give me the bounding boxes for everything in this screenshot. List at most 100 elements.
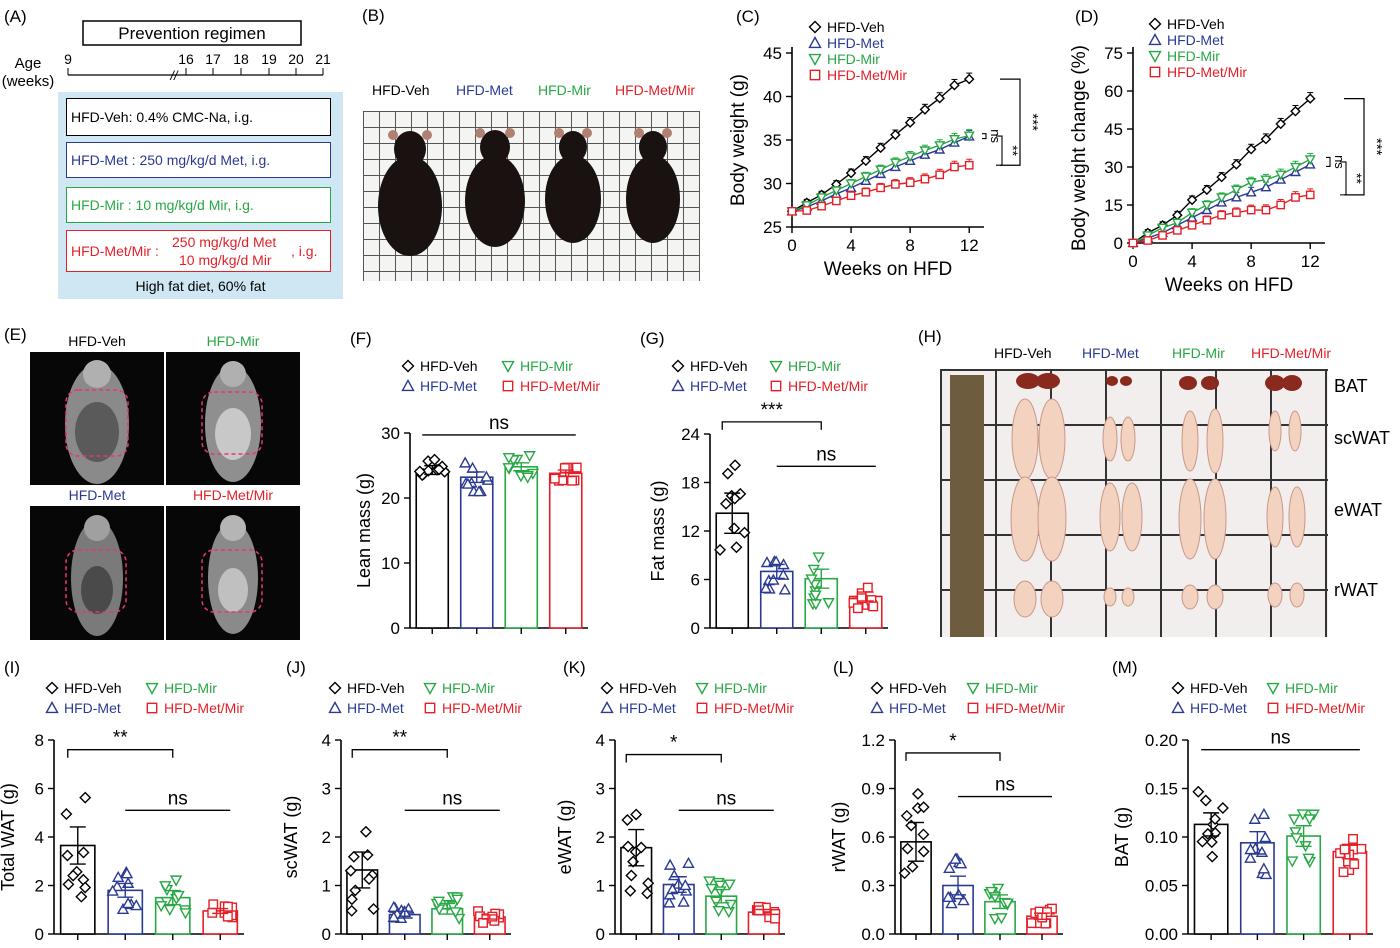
legend-entry: HFD-Mir bbox=[985, 680, 1038, 696]
legend-entry: HFD-Mir bbox=[520, 358, 573, 374]
legend-entry: HFD-Veh bbox=[690, 358, 748, 374]
legend-marker bbox=[695, 682, 709, 695]
data-point bbox=[502, 453, 516, 465]
data-point bbox=[862, 582, 873, 593]
x-tick-label: 0 bbox=[787, 236, 796, 255]
data-point bbox=[904, 117, 916, 128]
legend-entry: HFD-Mir bbox=[714, 680, 767, 696]
data-point bbox=[571, 462, 582, 473]
y-tick-label: 4 bbox=[596, 731, 605, 750]
data-point bbox=[1275, 118, 1286, 130]
data-point bbox=[111, 880, 124, 892]
y-tick-label: 0 bbox=[1114, 234, 1123, 253]
data-point bbox=[679, 878, 692, 891]
data-point bbox=[1245, 186, 1257, 197]
legend-entry: HFD-Mir bbox=[164, 680, 217, 696]
data-point bbox=[163, 904, 176, 917]
data-point bbox=[917, 845, 930, 858]
data-point bbox=[67, 869, 80, 882]
data-point bbox=[625, 869, 638, 882]
data-point bbox=[458, 456, 472, 468]
sig-label: ** bbox=[1349, 173, 1365, 184]
regimen-panel: HFD-Veh: 0.4% CMC-Na, i.g. HFD-Met : 250… bbox=[58, 92, 343, 299]
bar-chart-K: 0 1 2 3 4 eWAT (g) HFD-Veh HFD-Met HFD-Mir HFD-Me… bbox=[555, 680, 794, 944]
data-point bbox=[714, 886, 727, 898]
panel-label: (I) bbox=[4, 658, 20, 677]
sig-bracket bbox=[1000, 78, 1021, 166]
photo-group-labels-b: HFD-Veh HFD-Met HFD-Mir HFD-Met/Mir bbox=[362, 82, 712, 102]
regimen-metmir-route: , i.g. bbox=[291, 243, 318, 259]
data-point bbox=[172, 890, 185, 903]
data-point bbox=[1338, 867, 1349, 878]
data-point bbox=[1186, 194, 1198, 206]
data-point bbox=[805, 574, 818, 586]
regimen-met-text: HFD-Met : 250 mg/kg/d Met, i.g. bbox=[71, 152, 271, 168]
data-point bbox=[1348, 833, 1358, 844]
sig-label: ** bbox=[392, 728, 407, 749]
data-point bbox=[963, 73, 975, 85]
legend-marker bbox=[1149, 66, 1161, 78]
data-point bbox=[860, 155, 872, 167]
mri-image-metmir bbox=[166, 506, 300, 640]
data-point bbox=[890, 129, 901, 141]
y-tick-label: 0 bbox=[596, 925, 605, 944]
data-point bbox=[62, 878, 75, 891]
tissue-label-rwat: rWAT bbox=[1334, 580, 1378, 600]
y-axis-label: rWAT (g) bbox=[829, 802, 849, 873]
data-point bbox=[1216, 171, 1227, 183]
y-tick-label: 30 bbox=[381, 424, 400, 443]
data-point bbox=[949, 852, 962, 864]
legend-entry: HFD-Met bbox=[347, 700, 404, 716]
legend-entry: HFD-Mir bbox=[827, 51, 880, 67]
age-ticks: 9 16 17 18 19 20 21 bbox=[64, 51, 331, 75]
data-point bbox=[1302, 853, 1315, 865]
data-point bbox=[663, 858, 677, 870]
sig-label: ** bbox=[113, 728, 128, 749]
legend-marker bbox=[770, 380, 782, 392]
y-axis-label: eWAT (g) bbox=[555, 800, 575, 875]
sig-label: ns bbox=[995, 775, 1015, 796]
sig-bracket bbox=[1326, 156, 1331, 168]
legend-marker bbox=[424, 702, 436, 714]
y-axis-label: Total WAT (g) bbox=[0, 783, 18, 891]
data-point bbox=[1289, 827, 1302, 839]
legend-marker bbox=[45, 681, 59, 695]
data-point bbox=[446, 901, 459, 913]
y-tick-label: 0.0 bbox=[861, 925, 885, 944]
data-point bbox=[345, 893, 358, 906]
tissue-group-metmir: HFD-Met/Mir bbox=[1251, 345, 1332, 361]
legend-marker bbox=[671, 379, 685, 392]
data-point bbox=[891, 180, 900, 189]
data-point bbox=[861, 187, 871, 197]
data-point bbox=[787, 206, 797, 216]
data-point bbox=[1232, 208, 1241, 217]
data-point bbox=[1287, 814, 1301, 826]
sig-bracket bbox=[996, 135, 1003, 166]
legend-marker bbox=[423, 682, 437, 695]
data-point bbox=[1157, 223, 1169, 234]
age-tick-label: 16 bbox=[178, 51, 194, 67]
data-point bbox=[480, 470, 493, 482]
legend-marker bbox=[1171, 701, 1185, 714]
y-axis-label: Body weight (g) bbox=[728, 74, 749, 206]
x-tick-label: 4 bbox=[1187, 252, 1196, 271]
data-point bbox=[1245, 143, 1257, 155]
data-point bbox=[1259, 831, 1272, 843]
group-label-met: HFD-Met bbox=[456, 82, 513, 98]
regimen-box-met: HFD-Met : 250 mg/kg/d Met, i.g. bbox=[66, 142, 331, 178]
data-point bbox=[812, 552, 825, 564]
data-point bbox=[502, 463, 515, 475]
legend-marker bbox=[401, 379, 415, 392]
legend-entry: HFD-Met/Mir bbox=[714, 700, 794, 716]
regimen-title: Prevention regimen bbox=[118, 24, 265, 43]
panel-label: (L) bbox=[833, 658, 854, 677]
data-point bbox=[1001, 898, 1014, 910]
y-tick-label: 30 bbox=[1104, 158, 1123, 177]
panel-label: (D) bbox=[1075, 7, 1099, 26]
data-point bbox=[222, 911, 233, 922]
y-tick-label: 4 bbox=[35, 828, 44, 847]
data-point bbox=[179, 908, 192, 920]
panel-label: (K) bbox=[563, 658, 586, 677]
data-point bbox=[367, 902, 380, 915]
regimen-box-metmir: HFD-Met/Mir : 250 mg/kg/d Met 10 mg/kg/d… bbox=[66, 230, 331, 272]
